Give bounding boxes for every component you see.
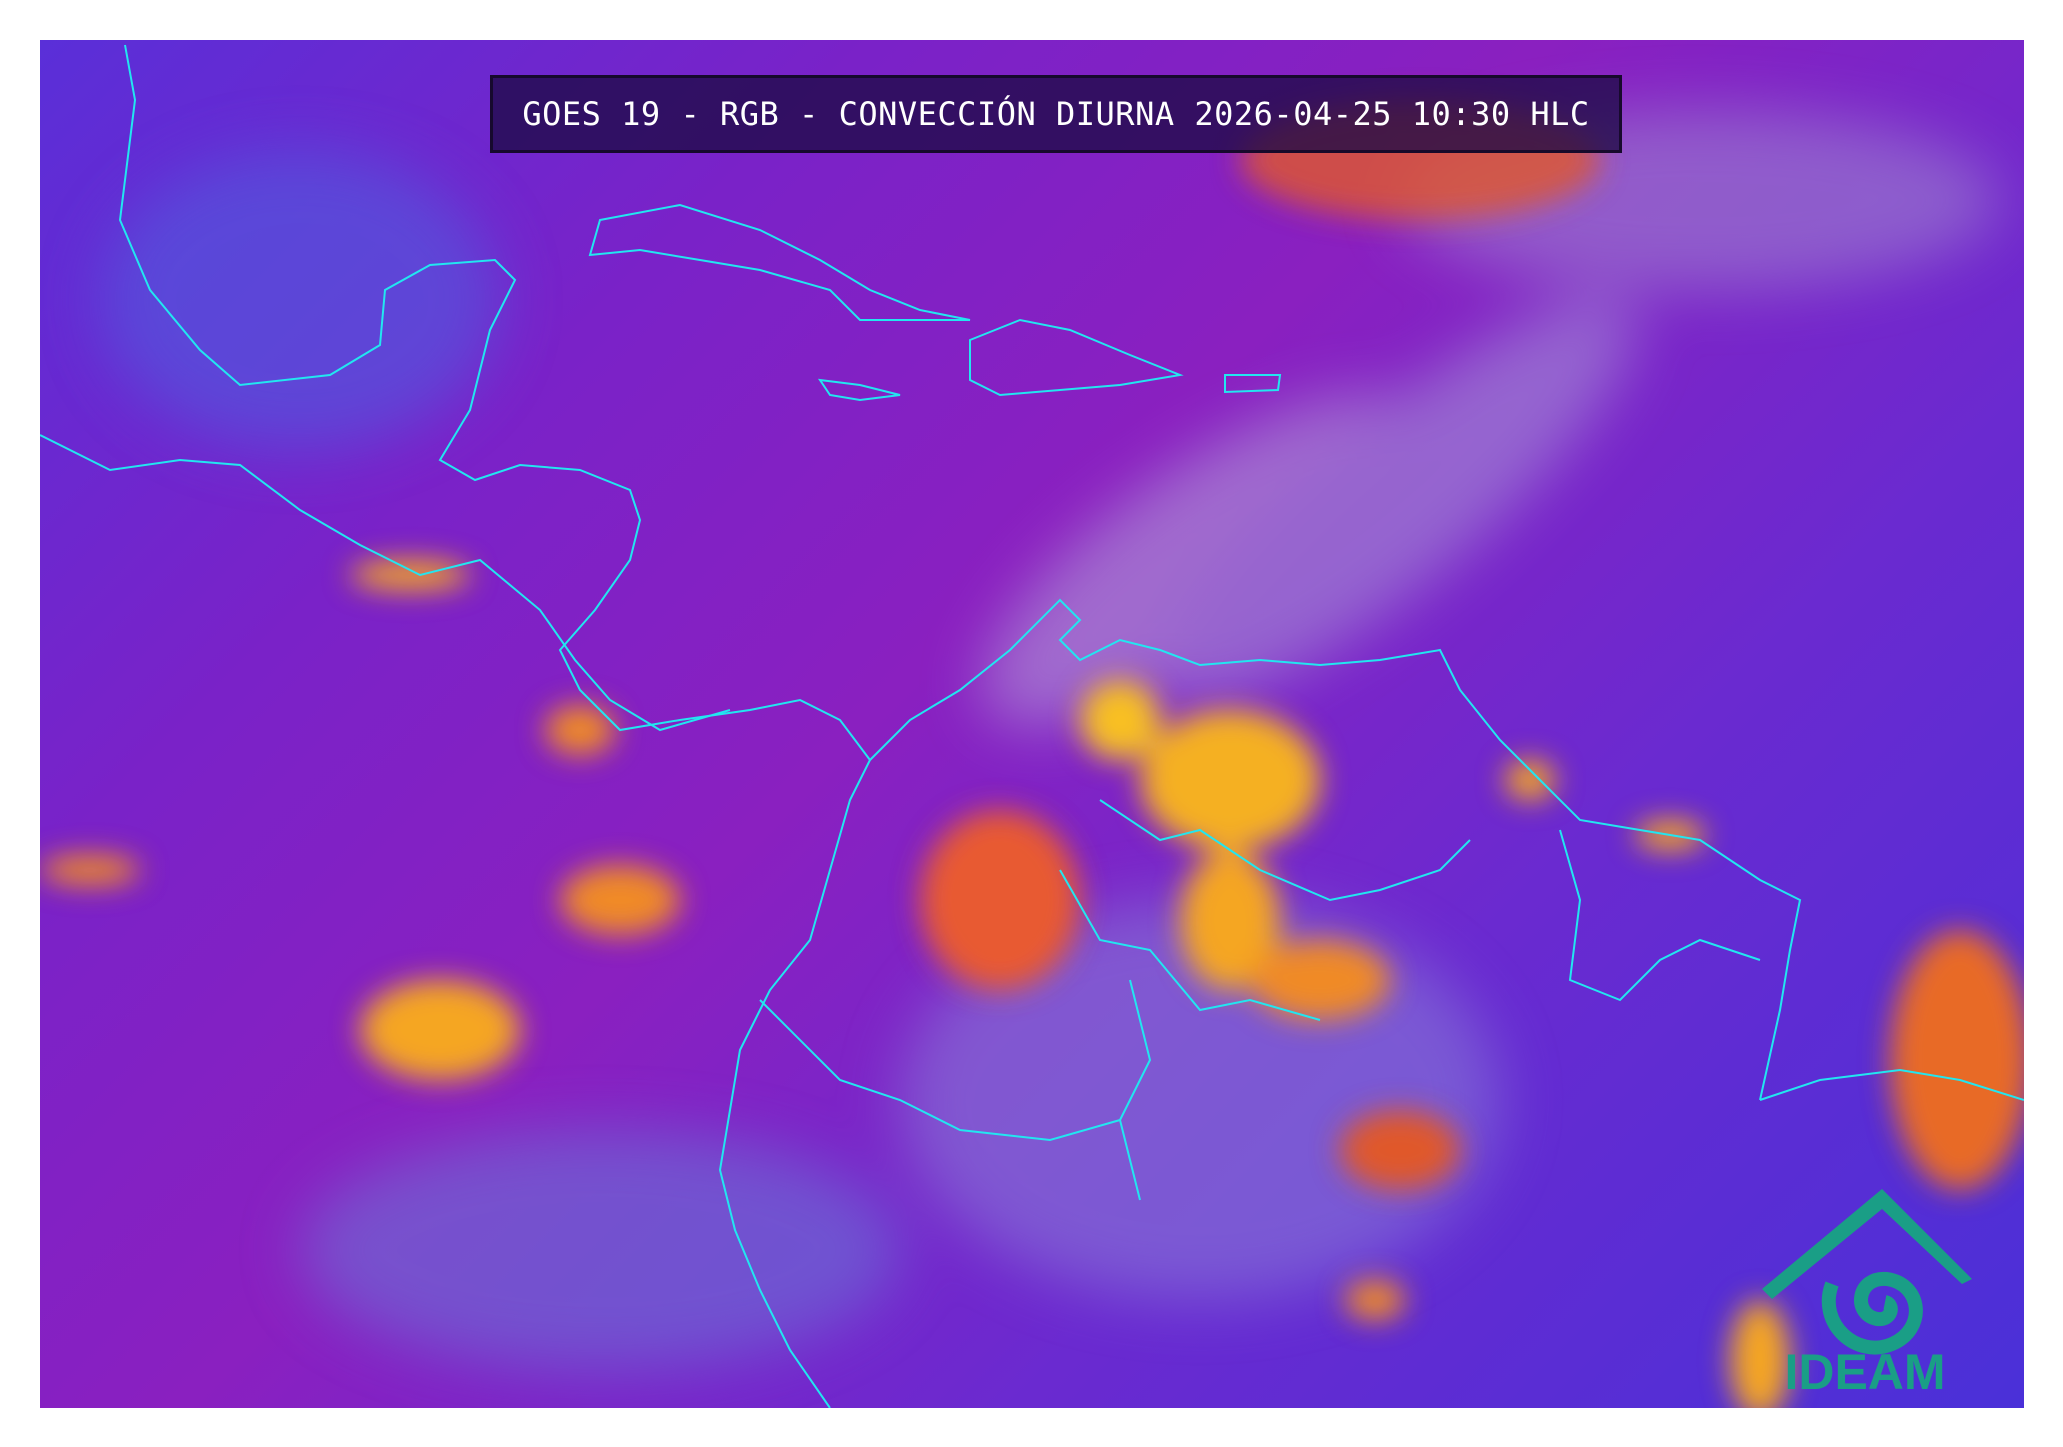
logo-roof-icon [1762,1189,1972,1299]
coastlines [40,44,2024,1408]
map-layer [40,44,2024,1408]
ideam-logo: IDEAM [1757,1184,1974,1400]
logo-swirl-icon [1821,1271,1923,1355]
satellite-image [40,40,2024,1408]
logo-text: IDEAM [1784,1344,1945,1395]
image-title: GOES 19 - RGB - CONVECCIÓN DIURNA 2026-0… [490,75,1622,153]
convection-cells [40,100,2024,1408]
